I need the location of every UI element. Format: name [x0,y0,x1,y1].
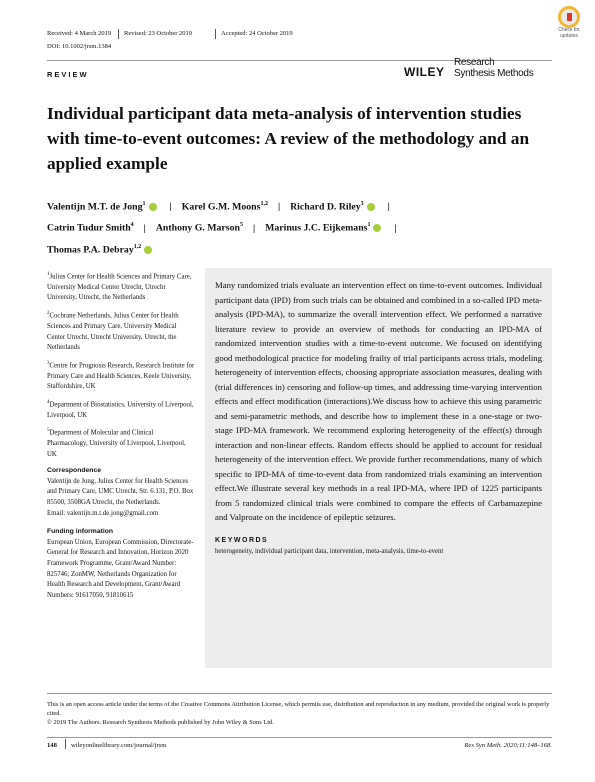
journal-line: Synthesis Methods [454,68,534,79]
correspondence-heading: Correspondence [47,467,102,475]
accepted: Accepted: 24 October 2019 [221,30,293,37]
affiliation-text: Centre for Prognosis Research, Research … [47,361,195,391]
badge-line: Check for [558,27,580,33]
license: This is an open access article under the… [47,701,550,717]
affiliation: 1Julius Center for Health Sciences and P… [47,270,195,304]
citation: Res Syn Meth. 2020;11:148–168. [464,742,552,749]
affiliation-number: 3 [47,360,50,366]
received: Received: 4 March 2019 [47,30,112,37]
abstract-box: Many randomized trials evaluate an inter… [205,268,552,668]
affiliation-text: Department of Molecular and Clinical Pha… [47,429,186,458]
author: Thomas P.A. Debray [47,243,134,255]
article-title: Individual participant data meta-analysi… [47,104,530,173]
section-label: REVIEW [47,70,89,79]
author: Richard D. Riley [290,201,361,213]
author: Anthony G. Marson [155,222,240,234]
author-aff: 4 [130,222,134,229]
affiliations: 1Julius Center for Health Sciences and P… [47,270,195,460]
affiliation-text: Department of Biostatistics, University … [47,401,194,419]
affiliation: 3Centre for Prognosis Research, Research… [47,359,195,393]
affiliation-text: Julius Center for Health Sciences and Pr… [47,273,192,302]
author: Karel G.M. Moons [181,201,261,213]
author-aff: 3 [360,201,364,207]
journal-line: Research [454,57,495,68]
authors: Valentijn M.T. de Jong1 | Karel G.M. Moons… [47,201,397,255]
author-aff: 1 [142,201,146,207]
author: Catrin Tudur Smith [47,222,131,234]
affiliation-number: 2 [47,311,50,317]
author-aff: 1 [367,222,371,229]
affiliation-text: Cochrane Netherlands, Julius Center for … [47,312,179,352]
revised: Revised: 23 October 2019 [124,30,193,37]
abstract: Many randomized trials evaluate an inter… [215,280,542,522]
correspondence-email: Email: valentijn.m.t.de.jong@gmail.com [47,509,159,517]
author-aff: 1,2 [133,243,142,250]
correspondence-text: Valentijn de Jong, Julius Center for Hea… [47,477,194,507]
affiliation: 4Department of Biostatistics, University… [47,398,195,421]
keywords: heterogeneity, individual participant da… [215,547,444,555]
check-updates-badge[interactable]: Check for updates [549,6,589,39]
journal-url[interactable]: wileyonlinelibrary.com/journal/jrsm [71,742,167,749]
affiliation-number: 1 [47,272,50,277]
affiliation-number: 4 [47,399,50,405]
author-aff: 1,2 [260,201,268,207]
funding-heading: Funding information [47,528,114,536]
author-aff: 5 [239,222,243,229]
badge-line: updates [560,32,578,39]
left-column: 1Julius Center for Health Sciences and P… [47,270,195,606]
publisher: WILEY [404,65,445,79]
affiliation: 2Cochrane Netherlands, Julius Center for… [47,309,195,354]
journal-name: Research Synthesis Methods [454,57,534,79]
keywords-heading: KEYWORDS [215,536,269,544]
badge-text: Check for updates [549,27,589,39]
doi: DOI: 10.1002/jrsm.1384 [47,43,112,50]
author: Marinus J.C. Eijkemans [265,222,368,234]
affiliation-number: 5 [47,428,50,434]
copyright: © 2019 The Authors. Research Synthesis M… [47,719,274,726]
page-number: 148 [47,742,57,749]
funding-text: European Union, European Commission, Dir… [47,538,194,599]
affiliation: 5Department of Molecular and Clinical Ph… [47,426,195,460]
author: Valentijn M.T. de Jong [47,201,143,213]
